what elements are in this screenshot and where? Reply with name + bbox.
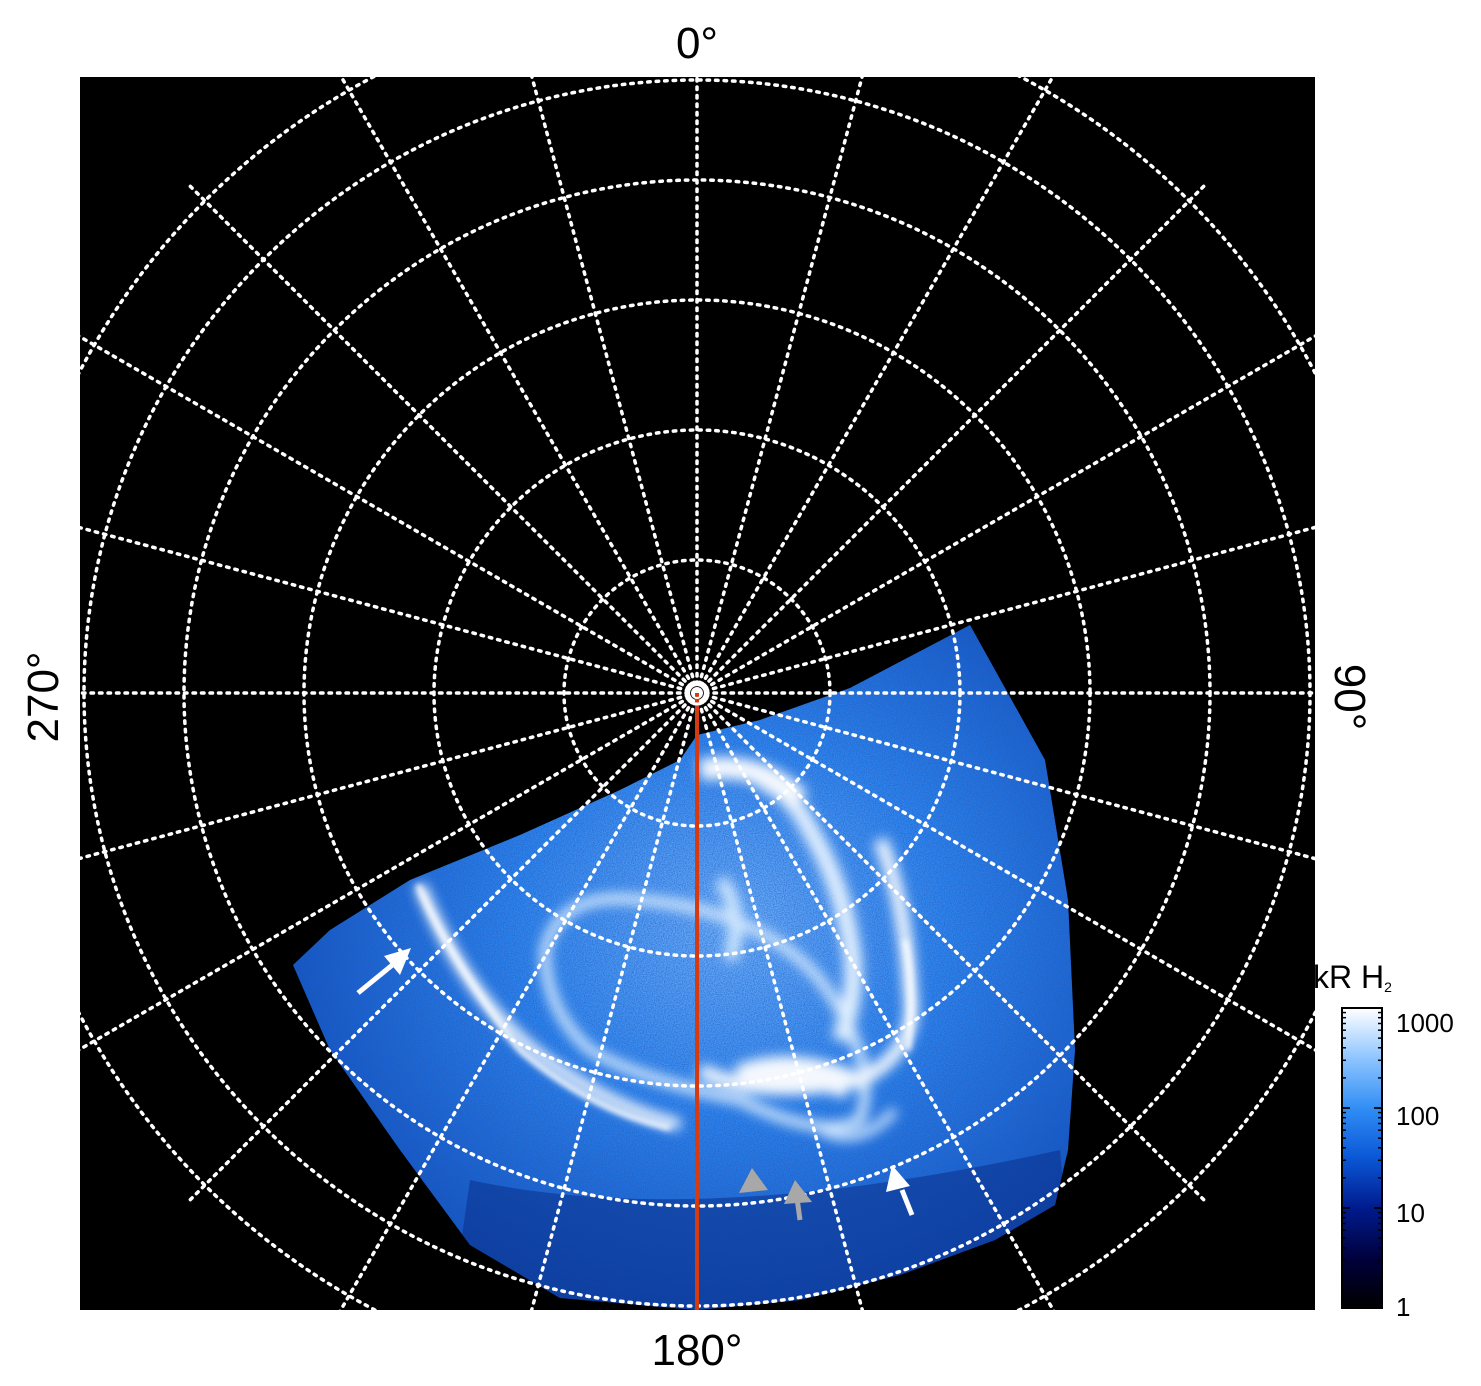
longitude-label-top: 0° — [676, 19, 718, 68]
meridian-gridline — [338, 691, 699, 1310]
longitude-label-left: 270° — [19, 651, 68, 742]
meridian-gridline — [695, 525, 1315, 695]
meridian-gridline — [80, 525, 699, 695]
meridian-gridline — [695, 691, 1056, 1310]
colorbar-gradient — [1341, 1007, 1383, 1309]
meridian-gridline — [80, 691, 699, 861]
white-arrow-right — [886, 1165, 915, 1216]
gray-arrow-1 — [739, 1168, 768, 1193]
colorbar-ticks — [1342, 1007, 1382, 1309]
polar-graticule — [80, 77, 1315, 1310]
meridian-gridline — [186, 182, 699, 695]
meridian-gridline — [186, 691, 699, 1204]
colorbar-title: kR H2 — [1313, 959, 1392, 995]
latitude-circle — [562, 558, 832, 828]
colorbar-tick-label-10: 10 — [1396, 1198, 1425, 1228]
gray-arrow-2 — [784, 1180, 812, 1221]
colorbar-title-subscript: 2 — [1384, 979, 1392, 995]
meridian-gridline — [695, 691, 1208, 1204]
meridian-gridline — [695, 691, 1315, 1052]
meridian-gridline — [695, 691, 865, 1310]
colorbar: kR H2 1000 100 10 1 — [1313, 959, 1454, 1322]
colorbar-title-main: kR H — [1313, 959, 1384, 995]
meridian-gridline — [530, 77, 699, 695]
meridian-gridline — [695, 77, 1055, 695]
meridian-gridline — [529, 691, 699, 1310]
meridian-gridline — [695, 334, 1315, 695]
white-arrow-left — [356, 948, 411, 995]
longitude-label-right: 90° — [1325, 664, 1374, 731]
meridian-gridline — [695, 77, 864, 695]
longitude-label-bottom: 180° — [651, 1326, 742, 1375]
meridian-gridline — [695, 182, 1208, 695]
meridian-gridline — [80, 334, 699, 695]
meridian-gridline — [339, 77, 699, 695]
meridian-gridline — [695, 691, 1315, 861]
colorbar-tick-label-1000: 1000 — [1396, 1008, 1454, 1038]
colorbar-tick-label-100: 100 — [1396, 1101, 1439, 1131]
meridian-gridline — [80, 691, 699, 1052]
pole-marker — [684, 680, 710, 706]
colorbar-tick-label-1: 1 — [1396, 1292, 1410, 1322]
